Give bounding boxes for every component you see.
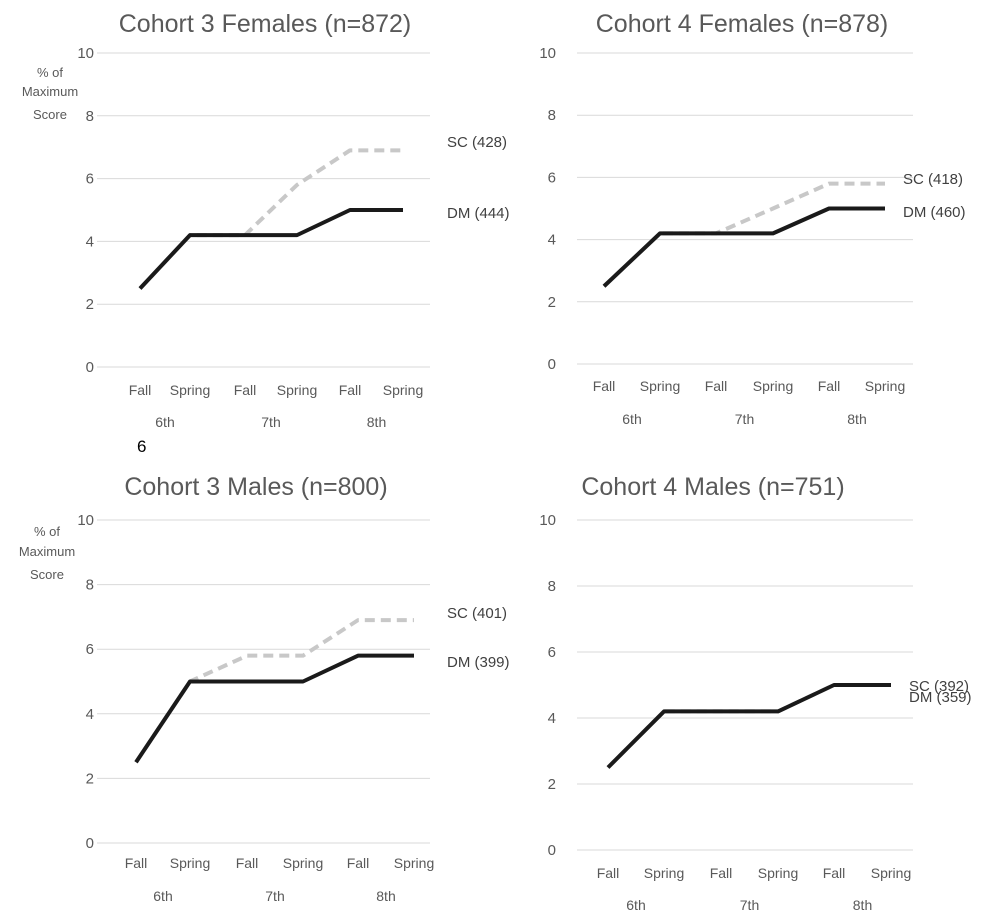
x-group-label: 8th: [847, 411, 866, 427]
x-group-label: 8th: [853, 897, 872, 913]
series-line-dm: [606, 683, 891, 769]
chart-title: Cohort 4 Females (n=878): [596, 10, 889, 38]
x-tick-label: Spring: [170, 855, 210, 871]
chart-title: Cohort 3 Females (n=872): [119, 10, 412, 38]
y-tick-label: 4: [86, 706, 94, 723]
x-tick-label: Fall: [710, 865, 733, 881]
y-tick-label: 10: [539, 45, 556, 62]
x-tick-label: Spring: [277, 382, 317, 398]
x-group-label: 8th: [367, 414, 386, 430]
x-tick-label: Spring: [170, 382, 210, 398]
x-tick-label: Spring: [283, 855, 323, 871]
x-tick-label: Fall: [234, 382, 257, 398]
y-tick-label: 8: [86, 577, 94, 594]
series-label: SC (428): [447, 134, 507, 151]
y-tick-label: 4: [548, 232, 556, 249]
y-axis-label: Maximum: [19, 544, 75, 559]
y-tick-label: 2: [86, 770, 94, 787]
series-line-dm: [134, 653, 414, 764]
chart-title: Cohort 4 Males (n=751): [581, 473, 844, 501]
series-label: DM (460): [903, 204, 966, 221]
chart-panel-1: 0 2 4 6 8 10 Cohort 3 Females (n=872) % of Maxim…: [22, 10, 510, 430]
y-axis-label: Maximum: [22, 84, 78, 99]
series-line-dm: [602, 206, 885, 288]
y-axis-label: % of: [34, 524, 60, 539]
series-line-sc: [134, 618, 414, 764]
y-tick-label: 6: [86, 171, 94, 188]
chart-panel-2: 0 2 4 6 8 10 Cohort 4 Females (n=878) Fall Sprin…: [539, 10, 965, 427]
y-axis-label: Score: [33, 107, 67, 122]
x-tick-label: Spring: [383, 382, 423, 398]
x-tick-label: Fall: [818, 378, 841, 394]
y-tick-label: 10: [77, 45, 94, 62]
series-line-sc: [138, 148, 403, 290]
y-axis-label: Score: [30, 567, 64, 582]
x-tick-label: Fall: [339, 382, 362, 398]
x-tick-label: Fall: [347, 855, 370, 871]
y-tick-label: 8: [548, 578, 556, 595]
x-tick-label: Fall: [125, 855, 148, 871]
x-tick-label: Fall: [705, 378, 728, 394]
x-tick-label: Spring: [640, 378, 680, 394]
x-tick-label: Spring: [865, 378, 905, 394]
y-tick-label: 6: [86, 641, 94, 658]
y-tick-label: 2: [86, 296, 94, 313]
x-tick-label: Fall: [823, 865, 846, 881]
x-tick-label: Fall: [236, 855, 259, 871]
series-label: SC (401): [447, 605, 507, 622]
x-group-label: 6th: [155, 414, 174, 430]
x-group-label: 7th: [265, 888, 284, 904]
y-tick-label: 4: [86, 233, 94, 250]
x-group-label: 7th: [740, 897, 759, 913]
x-group-label: 8th: [376, 888, 395, 904]
y-tick-label: 4: [548, 710, 556, 727]
y-tick-label: 8: [86, 108, 94, 125]
y-tick-label: 6: [548, 644, 556, 661]
y-tick-label: 10: [539, 512, 556, 529]
x-tick-label: Spring: [758, 865, 798, 881]
chart-panel-3: 0 2 4 6 8 10 Cohort 3 Males (n=800) % of Maximum…: [19, 473, 510, 904]
x-tick-label: Fall: [593, 378, 616, 394]
x-group-label: 6th: [626, 897, 645, 913]
series-label: DM (444): [447, 205, 510, 222]
series-label: SC (392): [909, 678, 969, 695]
y-tick-label: 2: [548, 294, 556, 311]
x-tick-label: Spring: [871, 865, 911, 881]
y-tick-label: 10: [77, 512, 94, 529]
y-tick-label: 6: [548, 169, 556, 186]
x-tick-label: Fall: [597, 865, 620, 881]
chart-panel-4: 0 2 4 6 8 10 Cohort 4 Males (n=751) Fall Spring F…: [539, 473, 971, 913]
x-group-label: 6th: [153, 888, 172, 904]
y-tick-label: 0: [86, 835, 94, 852]
y-tick-label: 0: [548, 842, 556, 859]
x-tick-label: Spring: [753, 378, 793, 394]
y-tick-label: 0: [548, 356, 556, 373]
x-group-label: 7th: [261, 414, 280, 430]
chart-title: Cohort 3 Males (n=800): [124, 473, 387, 501]
x-tick-label: Fall: [129, 382, 152, 398]
stray-page-number: 6: [137, 437, 147, 456]
x-tick-label: Spring: [394, 855, 434, 871]
x-group-label: 7th: [735, 411, 754, 427]
series-label: DM (359): [909, 689, 972, 706]
x-tick-label: Spring: [644, 865, 684, 881]
series-line-dm: [138, 208, 403, 290]
y-tick-label: 0: [86, 359, 94, 376]
series-label: DM (399): [447, 654, 510, 671]
y-tick-label: 2: [548, 776, 556, 793]
y-tick-label: 8: [548, 107, 556, 124]
y-axis-label: % of: [37, 65, 63, 80]
x-group-label: 6th: [622, 411, 641, 427]
series-label: SC (418): [903, 171, 963, 188]
